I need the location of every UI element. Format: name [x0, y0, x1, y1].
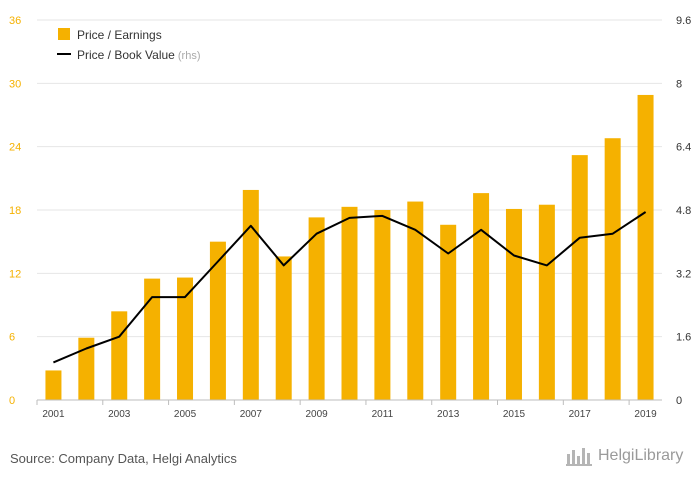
left-axis-tick-label: 18 — [9, 205, 21, 217]
legend-label: Price / Earnings — [77, 28, 162, 42]
legend-swatch-price-earnings — [58, 28, 70, 40]
right-axis-tick-label: 3.2 — [676, 268, 691, 280]
legend-label: Price / Book Value (rhs) — [77, 48, 201, 62]
x-axis-tick-label: 2011 — [372, 409, 394, 420]
logo-text: HelgiLibrary — [598, 447, 684, 464]
bar-price-earnings — [45, 370, 62, 400]
source-note: Source: Company Data, Helgi Analytics — [10, 451, 237, 466]
right-axis-tick-label: 1.6 — [676, 332, 691, 344]
right-axis-tick-label: 0 — [676, 395, 682, 407]
left-axis-tick-label: 24 — [9, 142, 21, 154]
right-axis-tick-label: 6.4 — [676, 142, 691, 154]
legend-label-suffix: (rhs) — [175, 50, 201, 62]
x-axis-tick-label: 2005 — [174, 409, 197, 420]
bar-price-earnings — [111, 311, 128, 400]
bar-price-earnings — [177, 277, 194, 400]
bar-price-earnings — [144, 278, 161, 400]
bar-price-earnings — [407, 201, 424, 400]
bar-price-earnings — [440, 224, 457, 400]
helgi-library-logo[interactable]: HelgiLibrary — [566, 446, 683, 466]
bar-price-earnings — [571, 155, 588, 400]
x-axis-tick-label: 2003 — [108, 409, 131, 420]
bar-price-earnings — [275, 256, 292, 400]
x-axis-tick-label: 2001 — [42, 409, 65, 420]
bar-price-earnings — [209, 241, 226, 400]
x-axis-tick-label: 2007 — [240, 409, 263, 420]
bar-price-earnings — [505, 208, 522, 400]
bar-price-earnings — [538, 204, 555, 400]
left-axis-tick-label: 30 — [9, 78, 21, 90]
left-axis-tick-label: 6 — [9, 332, 15, 344]
line-price-book-value — [53, 211, 647, 364]
left-axis-tick-label: 0 — [9, 395, 15, 407]
x-axis-tick-label: 2015 — [503, 409, 526, 420]
bar-price-earnings — [604, 138, 621, 400]
left-axis-tick-label: 12 — [9, 268, 21, 280]
x-axis-tick-label: 2019 — [634, 409, 657, 420]
bar-price-earnings — [78, 337, 95, 400]
x-axis-tick-label: 2009 — [305, 409, 328, 420]
right-axis-tick-label: 8 — [676, 78, 682, 90]
right-axis-tick-label: 9.6 — [676, 15, 691, 27]
bar-price-earnings — [637, 94, 654, 400]
left-axis-tick-label: 36 — [9, 15, 21, 27]
x-axis-tick-label: 2013 — [437, 409, 460, 420]
bar-price-earnings — [473, 193, 490, 400]
right-axis-tick-label: 4.8 — [676, 205, 691, 217]
bar-price-earnings — [242, 189, 259, 400]
library-buildings-icon — [566, 448, 592, 466]
bar-price-earnings — [341, 206, 358, 400]
x-axis-tick-label: 2017 — [569, 409, 592, 420]
bar-price-earnings — [374, 210, 391, 400]
bar-price-earnings — [308, 217, 325, 400]
